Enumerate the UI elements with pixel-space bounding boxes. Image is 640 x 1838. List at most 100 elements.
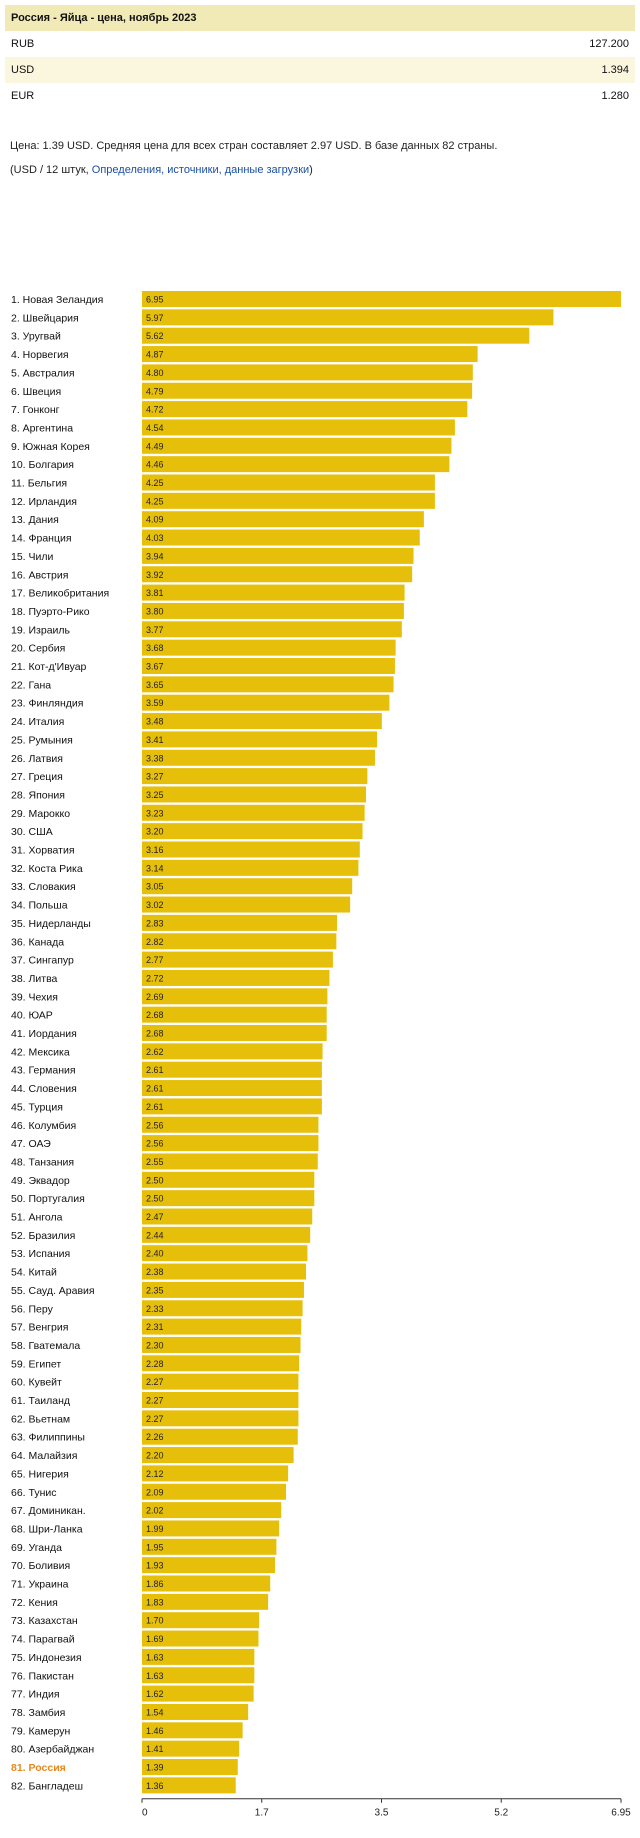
value-label: 3.67 <box>146 662 164 672</box>
definitions-link[interactable]: Определения, источники, данные загрузки <box>91 164 310 176</box>
x-tick-label: 6.95 <box>611 1808 631 1819</box>
value-label: 3.59 <box>146 698 164 708</box>
bar <box>142 1520 280 1537</box>
category-label: 46. Колумбия <box>11 1120 76 1132</box>
bar <box>142 859 359 876</box>
bar <box>142 1080 322 1097</box>
value-label: 6.95 <box>146 295 164 305</box>
value-label: 3.41 <box>146 735 164 745</box>
bar <box>142 969 330 986</box>
bar <box>142 731 378 748</box>
value-label: 2.28 <box>146 1359 164 1369</box>
bar <box>142 896 351 913</box>
bar <box>142 566 413 583</box>
bar <box>142 878 353 895</box>
price-row-eur: EUR 1.280 <box>5 83 635 109</box>
value-label: 4.25 <box>146 496 164 506</box>
bar <box>142 1025 327 1041</box>
value-label: 2.35 <box>146 1285 164 1295</box>
value-label: 2.56 <box>146 1120 164 1130</box>
category-label: 17. Великобритания <box>11 588 109 600</box>
bar <box>142 1557 276 1574</box>
bar <box>142 1061 322 1078</box>
bar <box>142 914 338 931</box>
bar <box>142 1135 319 1152</box>
value-label: 1.86 <box>146 1579 164 1589</box>
price-table: Россия - Яйца - цена, ноябрь 2023 RUB 12… <box>5 5 635 109</box>
category-label: 33. Словакия <box>11 881 76 893</box>
x-tick-label: 3.5 <box>375 1808 389 1819</box>
bar <box>142 1465 289 1482</box>
bar <box>142 401 468 418</box>
category-label: 77. Индия <box>11 1689 60 1701</box>
value-label: 2.68 <box>146 1010 164 1020</box>
price-value: 127.200 <box>589 38 629 50</box>
bar <box>142 841 360 858</box>
category-label: 5. Австралия <box>11 367 75 379</box>
category-label: 41. Иордания <box>11 1028 77 1040</box>
value-label: 2.26 <box>146 1432 164 1442</box>
value-label: 2.40 <box>146 1249 164 1259</box>
bar <box>142 1538 277 1555</box>
bar <box>142 1483 287 1500</box>
value-label: 2.62 <box>146 1047 164 1057</box>
bar <box>142 988 328 1005</box>
bar <box>142 291 621 307</box>
bar <box>142 1612 260 1629</box>
category-label: 72. Кения <box>11 1597 58 1609</box>
bar <box>142 823 363 840</box>
bar <box>142 1226 311 1243</box>
value-label: 1.95 <box>146 1542 164 1552</box>
category-label: 63. Филиппины <box>11 1432 85 1444</box>
category-label: 67. Доминикан. <box>11 1505 86 1517</box>
category-label: 8. Аргентина <box>11 422 73 434</box>
category-label: 15. Чили <box>11 551 54 563</box>
category-label: 53. Испания <box>11 1248 70 1260</box>
category-label: 40. ЮАР <box>11 1010 53 1022</box>
bar <box>142 1300 303 1317</box>
value-label: 3.48 <box>146 717 164 727</box>
bar <box>142 694 390 711</box>
price-value: 1.280 <box>601 90 629 102</box>
bar <box>142 804 365 821</box>
price-table-header: Россия - Яйца - цена, ноябрь 2023 <box>5 5 635 31</box>
category-label: 65. Нигерия <box>11 1468 69 1480</box>
value-label: 5.97 <box>146 313 164 323</box>
category-label: 9. Южная Корея <box>11 441 90 453</box>
value-label: 3.23 <box>146 808 164 818</box>
bar <box>142 529 420 546</box>
value-label: 3.25 <box>146 790 164 800</box>
bar <box>142 1685 254 1702</box>
bar <box>142 621 402 638</box>
value-label: 3.77 <box>146 625 164 635</box>
category-label: 1. Новая Зеландия <box>11 294 103 306</box>
value-label: 4.46 <box>146 460 164 470</box>
value-label: 1.63 <box>146 1652 164 1662</box>
bar <box>142 602 404 619</box>
bar <box>142 364 473 381</box>
category-label: 45. Турция <box>11 1101 63 1113</box>
category-label: 19. Израиль <box>11 624 71 636</box>
value-label: 4.79 <box>146 386 164 396</box>
value-label: 2.27 <box>146 1414 164 1424</box>
value-label: 2.47 <box>146 1212 164 1222</box>
value-label: 3.05 <box>146 882 164 892</box>
bar <box>142 1116 319 1133</box>
bar <box>142 1667 255 1684</box>
category-label: 3. Уругвай <box>11 331 61 343</box>
value-label: 2.68 <box>146 1029 164 1039</box>
category-label: 80. Азербайджан <box>11 1744 94 1756</box>
x-tick-label: 0 <box>142 1808 148 1819</box>
page-title: Россия - Яйца - цена, ноябрь 2023 <box>5 5 635 31</box>
value-label: 4.87 <box>146 350 164 360</box>
category-label: 22. Гана <box>11 679 51 691</box>
category-label: 16. Австрия <box>11 569 68 581</box>
category-label: 66. Тунис <box>11 1487 57 1499</box>
bar <box>142 1153 318 1170</box>
category-label: 23. Финляндия <box>11 698 83 710</box>
category-label: 82. Бангладеш <box>11 1780 83 1792</box>
bar <box>142 1043 323 1060</box>
category-label: 12. Ирландия <box>11 496 77 508</box>
value-label: 4.54 <box>146 423 164 433</box>
value-label: 2.27 <box>146 1377 164 1387</box>
